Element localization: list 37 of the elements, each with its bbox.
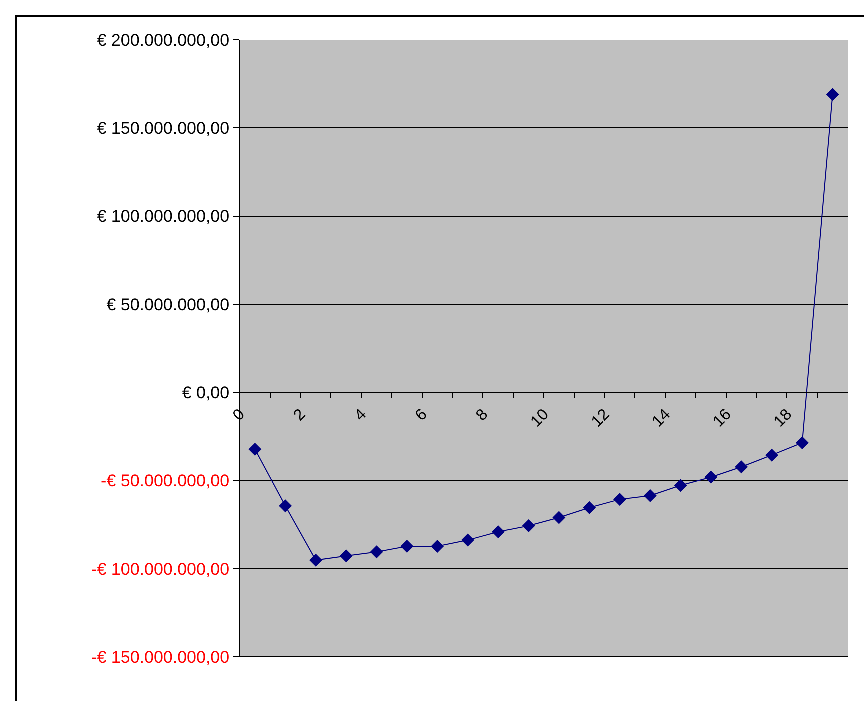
point bbox=[492, 526, 505, 539]
x-tick-label: 16 bbox=[710, 406, 735, 431]
point bbox=[340, 550, 353, 563]
point bbox=[522, 520, 536, 533]
point bbox=[644, 489, 657, 502]
point bbox=[431, 540, 444, 553]
x-tick-label: 10 bbox=[528, 406, 553, 431]
x-tick-label: 14 bbox=[649, 406, 674, 431]
point bbox=[279, 500, 292, 513]
x-tick-label: 12 bbox=[588, 406, 614, 431]
point bbox=[462, 534, 474, 547]
x-tick-label: 6 bbox=[412, 406, 431, 425]
y-tick-label: € 0,00 bbox=[182, 384, 230, 403]
y-tick-label: € 200.000.000,00 bbox=[97, 30, 230, 50]
y-tick-label: -€ 50.000.000,00 bbox=[101, 472, 230, 491]
y-tick-label: € 50.000.000,00 bbox=[106, 295, 230, 314]
point bbox=[796, 436, 809, 450]
y-tick-label: € 100.000.000,00 bbox=[97, 207, 230, 226]
point bbox=[400, 540, 414, 553]
point bbox=[826, 88, 840, 102]
y-tick-label: -€ 150.000.000,00 bbox=[92, 648, 230, 667]
x-tick-label: 4 bbox=[352, 406, 370, 425]
y-tick-label: € 150.000.000,00 bbox=[97, 119, 230, 138]
point bbox=[583, 501, 596, 514]
point bbox=[310, 554, 322, 567]
point bbox=[370, 546, 384, 559]
x-tick-label: 8 bbox=[473, 406, 492, 425]
x-tick-label: 18 bbox=[771, 406, 796, 431]
point bbox=[704, 470, 718, 484]
x-tick-label: 2 bbox=[290, 406, 310, 425]
point bbox=[614, 493, 626, 506]
point bbox=[552, 511, 566, 524]
point bbox=[766, 448, 778, 462]
point bbox=[674, 479, 688, 492]
point bbox=[248, 443, 262, 456]
point bbox=[735, 460, 748, 474]
y-tick-label: -€ 100.000.000,00 bbox=[92, 560, 230, 579]
